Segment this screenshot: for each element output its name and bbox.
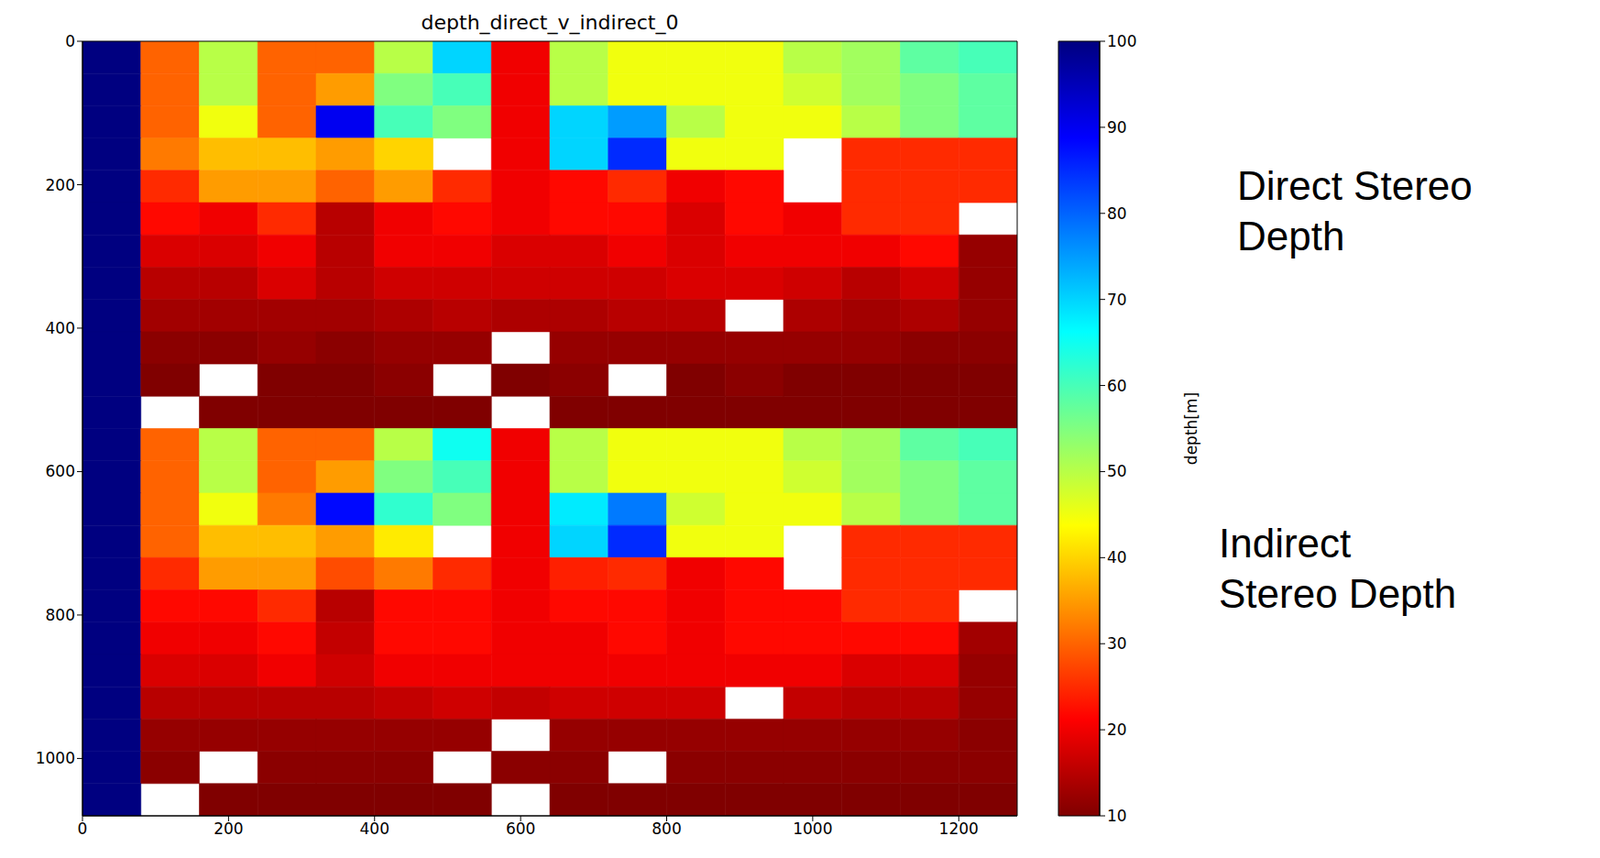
html-text:Direct Stereo Depth: Direct Stereo Depth — [1237, 163, 1473, 259]
svg-text:400: 400 — [360, 819, 390, 838]
svg-text:90: 90 — [1106, 118, 1128, 137]
html-text:Indirect Stereo Depth: Indirect Stereo Depth — [1218, 520, 1457, 616]
svg-text:depth[m]: depth[m] — [1182, 392, 1201, 465]
svg-text:20: 20 — [1106, 720, 1128, 739]
svg-text:400: 400 — [45, 318, 76, 338]
svg-text:60: 60 — [1106, 376, 1128, 395]
svg-text:50: 50 — [1106, 461, 1128, 481]
svg-text:0: 0 — [77, 819, 88, 838]
svg-text:70: 70 — [1106, 290, 1128, 309]
svg-text:100: 100 — [1106, 32, 1137, 51]
svg-text:200: 200 — [213, 819, 243, 838]
svg-text:0: 0 — [65, 32, 76, 51]
svg-text:10: 10 — [1106, 806, 1128, 825]
svg-text:800: 800 — [45, 605, 76, 625]
svg-text:800: 800 — [651, 819, 681, 838]
svg-text:1000: 1000 — [792, 819, 833, 838]
svg-text:1200: 1200 — [939, 819, 979, 838]
svg-text:200: 200 — [45, 175, 76, 195]
html-text:depth_direct_v_indirect_0: depth_direct_v_indirect_0 — [421, 10, 679, 34]
svg-text:30: 30 — [1106, 634, 1128, 653]
svg-text:40: 40 — [1106, 547, 1128, 567]
svg-text:600: 600 — [45, 461, 76, 481]
svg-text:1000: 1000 — [35, 748, 76, 768]
svg-text:80: 80 — [1106, 204, 1128, 223]
svg-text:600: 600 — [505, 819, 536, 838]
